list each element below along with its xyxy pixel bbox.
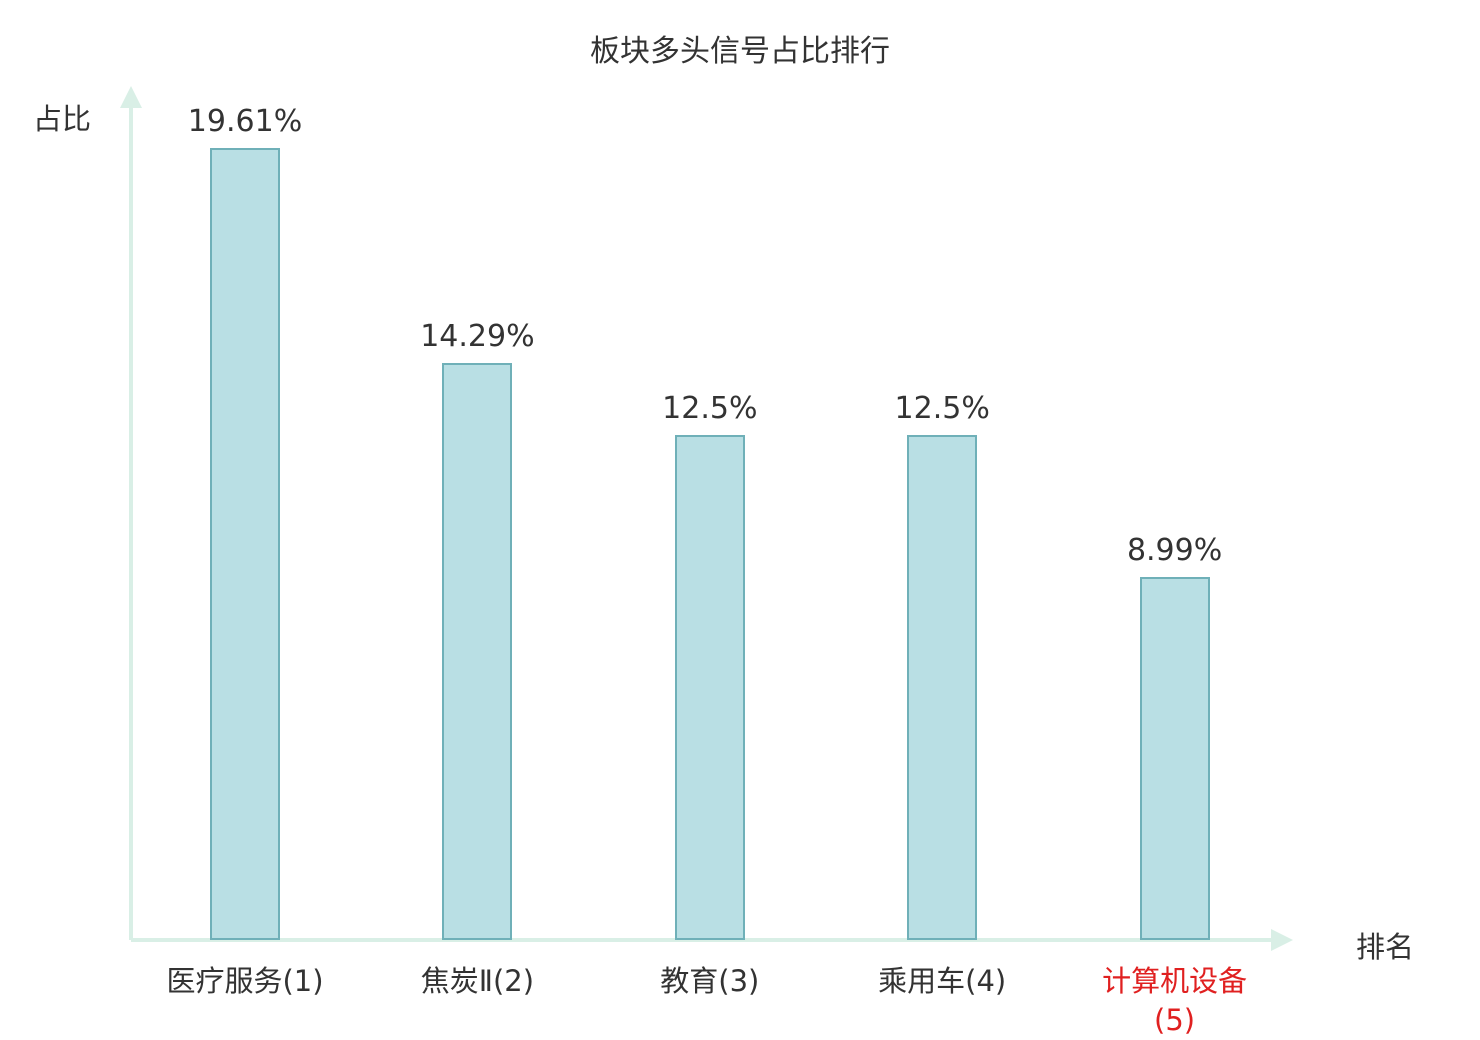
- bar-category-label: 教育(3): [660, 964, 760, 998]
- bar-value-label: 8.99%: [1126, 533, 1223, 568]
- x-axis-label: 排名: [1356, 930, 1415, 964]
- bar-category-label: 医疗服务(1): [166, 964, 324, 998]
- y-axis-label: 占比: [33, 102, 92, 136]
- bar: [674, 435, 745, 940]
- bar: [210, 148, 280, 940]
- bar-value-label: 12.5%: [894, 391, 990, 426]
- x-axis-arrow-icon: [1271, 929, 1293, 951]
- bar-value-label: 19.61%: [187, 104, 303, 139]
- y-axis-arrow-icon: [120, 86, 142, 108]
- bar-value-label: 12.5%: [662, 391, 758, 426]
- bar-category-label: 计算机设备(5): [1102, 964, 1248, 1038]
- chart-title: 板块多头信号占比排行: [590, 34, 890, 69]
- bar-category-label: 焦炭Ⅱ(2): [420, 964, 535, 998]
- bar: [907, 435, 978, 940]
- bar: [1139, 577, 1210, 940]
- bar: [442, 363, 513, 940]
- bar-value-label: 14.29%: [420, 319, 535, 354]
- bar-category-label: 乘用车(4): [878, 964, 1007, 998]
